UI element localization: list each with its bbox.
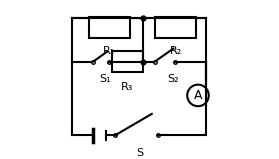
Circle shape [187,85,209,106]
Text: R₃: R₃ [121,82,133,92]
Text: R₂: R₂ [170,46,182,56]
FancyBboxPatch shape [155,17,196,38]
FancyBboxPatch shape [89,17,130,38]
Text: R₁: R₁ [103,46,116,56]
Text: S: S [136,148,143,158]
Text: S₂: S₂ [167,74,178,84]
Text: S₁: S₁ [99,74,111,84]
Text: A: A [194,89,202,102]
FancyBboxPatch shape [112,51,143,72]
